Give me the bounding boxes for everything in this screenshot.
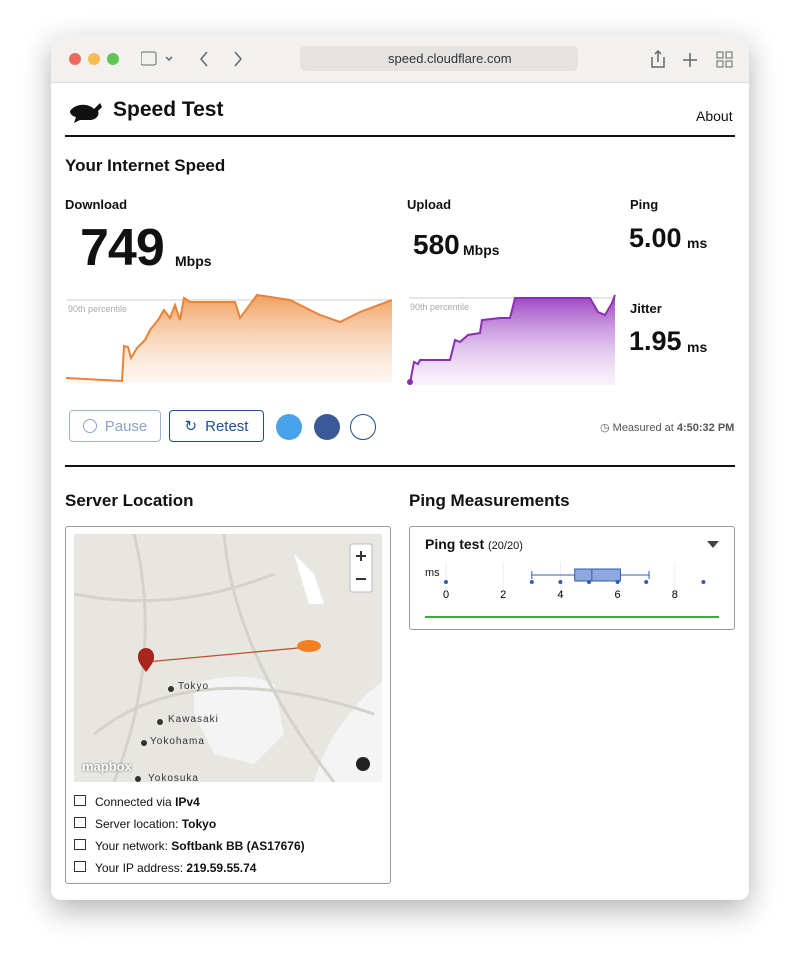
expand-toggle[interactable] — [706, 539, 720, 549]
section-title: Your Internet Speed — [65, 156, 226, 175]
download-button[interactable] — [350, 414, 376, 440]
url[interactable]: speed.cloudflare.com — [388, 51, 512, 66]
divider — [65, 135, 735, 137]
toolbar-icons — [651, 49, 733, 68]
speed-charts — [65, 293, 616, 385]
map-place: Tokyo — [178, 681, 210, 692]
info-value: Tokyo — [181, 817, 217, 831]
ping-value: 5.00 — [629, 223, 682, 253]
retest-button[interactable]: ↻ Retest — [169, 410, 264, 442]
address-bar[interactable] — [300, 46, 578, 71]
ping-label: Ping — [630, 197, 659, 212]
ping-card-title: Ping test (20/20) — [425, 536, 523, 552]
jitter-unit: ms — [687, 339, 708, 355]
retest-text: Retest — [205, 417, 249, 435]
upload-label: Upload — [407, 197, 452, 212]
ping-test-label: Ping test — [425, 536, 485, 552]
about-link[interactable]: About — [696, 108, 733, 124]
pause-text: Pause — [104, 417, 148, 435]
measured-time: 4:50:32 PM — [676, 422, 735, 434]
download-unit: Mbps — [175, 253, 212, 269]
percentile-label: 90th percentile — [410, 302, 470, 312]
info-label: Connected via — [95, 795, 172, 809]
map-place: Kawasaki — [168, 714, 219, 725]
map-place: Yokosuka — [148, 773, 199, 784]
percentile-label: 90th percentile — [68, 304, 128, 314]
server-title: Server Location — [65, 491, 194, 510]
logo — [70, 103, 102, 123]
ping-unit: ms — [687, 235, 708, 251]
jitter-value: 1.95 — [629, 326, 682, 356]
toolbar: speed.cloudflare.com — [51, 35, 749, 83]
divider — [65, 465, 735, 467]
pause-button[interactable]: Pause — [69, 410, 161, 442]
upload-unit: Mbps — [463, 242, 500, 258]
measured: ◷ Measured at 4:50:32 PM — [600, 422, 735, 434]
map[interactable] — [74, 534, 382, 782]
download-value: 749 — [80, 219, 165, 277]
info-row: Connected via IPv4 — [74, 795, 200, 809]
info-value: Softbank BB (AS17676) — [171, 839, 305, 853]
twitter-button[interactable] — [276, 414, 302, 440]
info-label: Your IP address: — [95, 861, 184, 875]
measured-label: Measured at — [612, 422, 674, 434]
info-row: Your network: Softbank BB (AS17676) — [74, 839, 305, 853]
nav-icons — [141, 51, 242, 67]
info-row: Your IP address: 219.59.55.74 — [74, 861, 256, 875]
info-label: Your network: — [95, 839, 168, 853]
map-place: Yokohama — [150, 736, 205, 747]
info-label: Server location: — [95, 817, 179, 831]
map-attribution: mapbox — [82, 759, 132, 774]
facebook-button[interactable] — [314, 414, 340, 440]
download-label: Download — [65, 197, 128, 212]
site-title: Speed Test — [113, 98, 224, 121]
info-value: IPv4 — [175, 795, 200, 809]
server-card — [65, 526, 391, 884]
jitter-label: Jitter — [630, 301, 662, 316]
info-row: Server location: Tokyo — [74, 817, 216, 831]
ping-count: (20/20) — [488, 540, 523, 552]
info-value: 219.59.55.74 — [186, 861, 257, 875]
ping-title: Ping Measurements — [409, 491, 570, 510]
ping-unit-label: ms — [425, 567, 440, 579]
upload-value: 580 — [413, 229, 460, 260]
ping-card — [409, 526, 735, 630]
